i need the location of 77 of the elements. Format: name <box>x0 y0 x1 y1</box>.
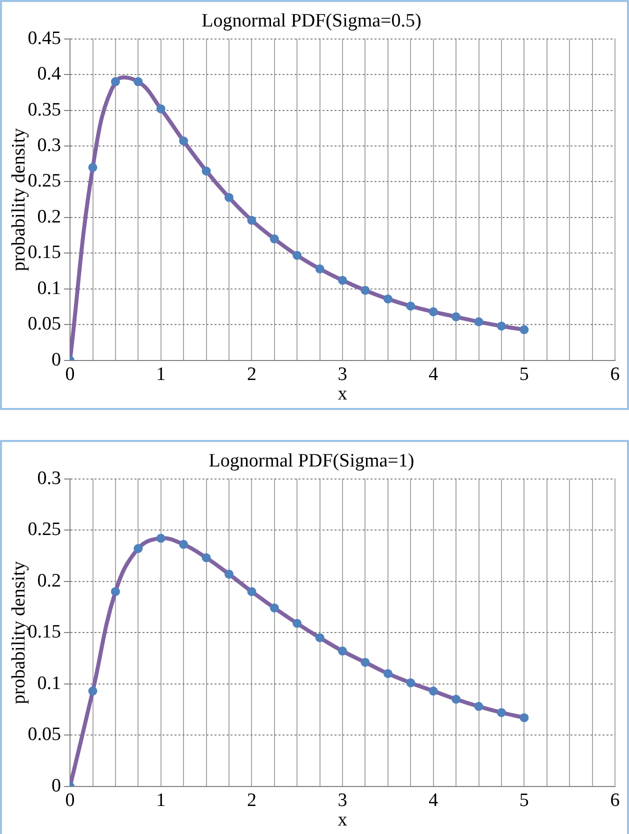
point <box>452 312 461 322</box>
x-axis-title: x <box>338 810 348 831</box>
point <box>247 216 256 225</box>
y-tick-label: 0.25 <box>28 519 62 540</box>
point <box>383 669 392 678</box>
y-tick-label: 0.15 <box>28 242 62 264</box>
point <box>134 77 143 86</box>
point <box>520 713 529 722</box>
x-tick-label: 1 <box>156 364 166 385</box>
y-tick-label: 0.3 <box>37 468 62 489</box>
x-tick-label: 2 <box>246 364 256 385</box>
y-tick-label: 0.15 <box>28 622 62 643</box>
point <box>474 317 484 326</box>
point <box>110 587 120 596</box>
point <box>406 302 416 311</box>
y-tick-label: 0.05 <box>28 314 62 335</box>
x-tick-label: 3 <box>338 790 348 811</box>
point <box>452 694 461 704</box>
x-tick-label: 4 <box>428 790 439 811</box>
point <box>88 162 98 172</box>
y-tick-label: 0.45 <box>28 28 62 49</box>
y-tick-label: 0 <box>52 775 62 796</box>
point <box>292 250 302 260</box>
point <box>202 166 211 176</box>
point <box>270 234 279 244</box>
point <box>202 553 211 562</box>
chart-title: Lognormal PDF(Sigma=0.5) <box>202 10 422 32</box>
point <box>496 708 506 718</box>
x-tick-label: 6 <box>610 790 620 811</box>
point <box>315 633 324 642</box>
x-tick-label: 3 <box>338 364 348 385</box>
point <box>179 136 188 146</box>
x-tick-label: 5 <box>519 790 529 811</box>
y-tick-label: 0.35 <box>28 99 62 120</box>
point <box>428 307 438 316</box>
point <box>520 325 529 334</box>
point <box>406 678 416 688</box>
y-tick-label: 0.2 <box>37 206 62 228</box>
point <box>247 587 256 596</box>
point <box>179 540 188 549</box>
y-tick-label: 0.05 <box>28 724 62 746</box>
point <box>292 618 302 628</box>
y-tick-label: 0.4 <box>37 64 62 85</box>
x-axis-title: x <box>338 384 348 405</box>
x-tick-label: 0 <box>65 364 75 385</box>
point <box>134 544 143 554</box>
point <box>224 192 234 202</box>
x-tick-label: 4 <box>428 364 439 385</box>
y-tick-label: 0.1 <box>37 278 62 299</box>
point <box>338 646 348 656</box>
x-tick-label: 5 <box>519 364 529 385</box>
point <box>315 264 324 274</box>
y-axis-title: probability density <box>8 128 30 272</box>
point <box>270 603 279 612</box>
y-tick-label: 0.3 <box>37 134 62 156</box>
y-tick-label: 0 <box>52 349 62 370</box>
point <box>156 534 166 543</box>
y-tick-label: 0.25 <box>28 170 62 192</box>
point <box>383 294 392 304</box>
y-tick-label: 0.1 <box>37 672 62 694</box>
x-tick-label: 0 <box>65 790 75 811</box>
point <box>496 322 506 331</box>
point <box>338 276 348 285</box>
y-axis-title: probability density <box>8 560 30 704</box>
point <box>88 686 98 696</box>
x-tick-label: 2 <box>246 790 256 811</box>
x-tick-label: 6 <box>610 364 620 385</box>
chart-title: Lognormal PDF(Sigma=1) <box>208 450 414 472</box>
point <box>156 104 166 114</box>
point <box>360 658 370 667</box>
point <box>110 77 120 86</box>
point <box>360 286 370 295</box>
point <box>224 570 234 579</box>
point <box>428 686 438 696</box>
y-tick-label: 0.2 <box>37 570 62 592</box>
point <box>474 702 484 711</box>
x-tick-label: 1 <box>156 790 166 811</box>
